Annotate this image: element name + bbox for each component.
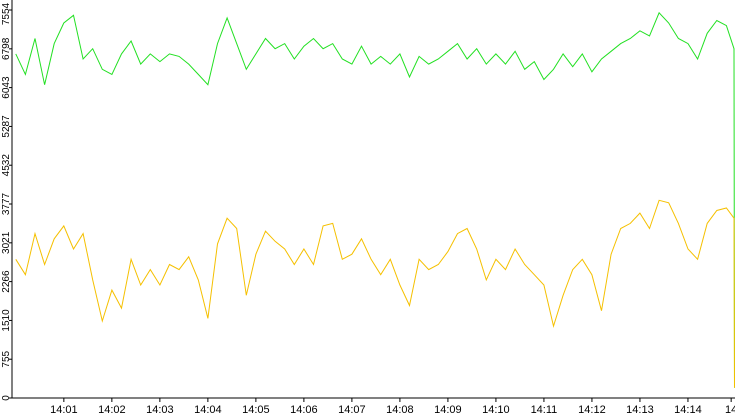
y-tick-label: 755 [1,350,12,367]
y-tick-label: 6798 [1,37,12,60]
x-tick-label: 14 [725,404,735,415]
x-tick-label: 14:04 [194,404,222,415]
y-tick-label: 2266 [1,270,12,293]
x-tick-label: 14:07 [338,404,366,415]
x-tick-label: 14:01 [50,404,78,415]
x-tick-label: 14:03 [146,404,174,415]
x-tick-label: 14:09 [434,404,462,415]
x-tick-label: 14:02 [98,404,126,415]
y-tick-label: 1510 [1,309,12,332]
series-line [15,11,735,388]
y-tick-label: 5287 [1,115,12,138]
series-line [15,199,735,388]
x-tick-label: 14:06 [290,404,318,415]
y-tick-label: 3777 [1,192,12,215]
y-tick-label: 6043 [1,76,12,99]
y-tick-label: 4532 [1,154,12,177]
y-tick-label: 7554 [1,2,12,25]
y-tick-label: 3021 [1,231,12,254]
x-tick-label: 14:10 [482,404,510,415]
x-tick-label: 14:13 [626,404,654,415]
y-tick-label: 0 [1,395,12,401]
x-tick-label: 14:05 [242,404,270,415]
x-tick-label: 14:14 [674,404,702,415]
x-tick-label: 14:11 [531,404,558,415]
x-tick-label: 14:12 [578,404,606,415]
x-tick-label: 14:08 [386,404,414,415]
